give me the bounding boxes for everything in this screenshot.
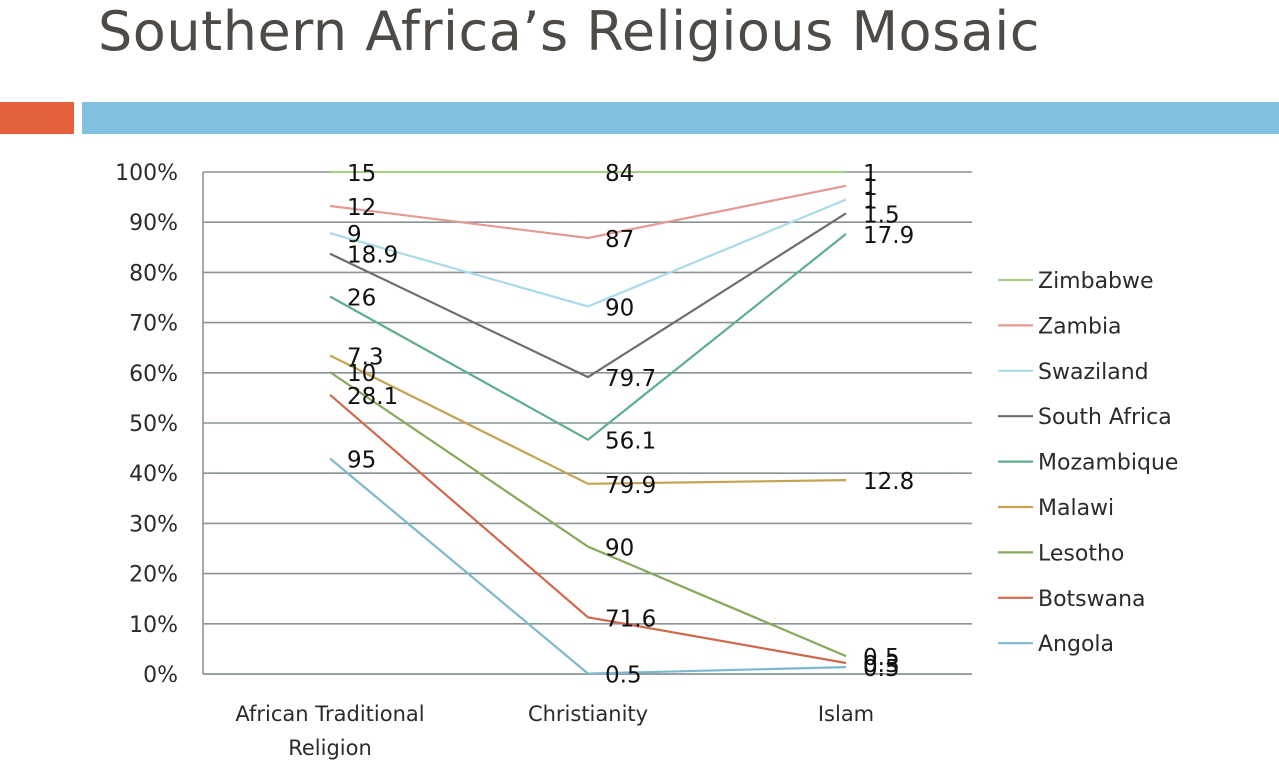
data-label: 1 <box>863 189 878 215</box>
series-line-angola <box>329 457 847 675</box>
data-label: 26 <box>347 286 376 312</box>
x-tick-label: Christianity <box>528 702 648 726</box>
x-tick-label: Islam <box>818 702 874 726</box>
accent-bar-orange <box>0 102 74 134</box>
data-label: 90 <box>605 536 634 562</box>
data-label: 9 <box>347 222 362 248</box>
y-tick-label: 100% <box>115 161 178 186</box>
data-label: 90 <box>605 295 634 321</box>
legend-label: Mozambique <box>1038 451 1178 476</box>
legend-label: Lesotho <box>1038 541 1124 566</box>
data-label: 12 <box>347 195 376 221</box>
y-tick-label: 30% <box>129 512 178 537</box>
data-label: 15 <box>347 161 376 187</box>
accent-bar-blue <box>82 102 1279 134</box>
data-label: 0.5 <box>605 663 642 689</box>
legend-label: Zimbabwe <box>1038 269 1154 294</box>
legend: Zimbabwe Zambia Swaziland South Africa Mozam… <box>998 269 1178 657</box>
y-tick-label: 10% <box>129 613 178 638</box>
series-line-mozambique <box>329 233 847 442</box>
series-line-malawi <box>329 354 847 485</box>
y-tick-label: 40% <box>129 462 178 487</box>
series-line-lesotho <box>329 371 847 658</box>
y-axis: 0% 10% 20% 30% 40% 50% 60% 70% 80% 90% 100% <box>115 161 204 688</box>
data-label: 18.9 <box>347 243 398 269</box>
data-label: 1 <box>863 161 878 187</box>
legend-label: South Africa <box>1038 405 1172 430</box>
data-label: 28.1 <box>347 384 398 410</box>
data-label: 84 <box>605 161 634 187</box>
data-label: 1.5 <box>863 202 900 228</box>
data-label: 71.6 <box>605 606 656 632</box>
legend-label: Swaziland <box>1038 360 1149 385</box>
y-tick-label: 90% <box>129 211 178 236</box>
data-label: 1 <box>863 175 878 201</box>
series-line-botswana <box>329 393 847 665</box>
data-label: 87 <box>605 227 634 253</box>
data-label: 12.8 <box>863 469 914 495</box>
x-axis: African Traditional Religion Christianity I… <box>203 673 972 760</box>
legend-label: Botswana <box>1038 587 1146 612</box>
data-label: 56.1 <box>605 429 656 455</box>
data-label: 10 <box>347 361 376 387</box>
y-tick-label: 60% <box>129 362 178 387</box>
y-tick-label: 80% <box>129 261 178 286</box>
data-label: 79.9 <box>605 473 656 499</box>
y-tick-label: 20% <box>129 563 178 588</box>
y-tick-label: 50% <box>129 412 178 437</box>
y-tick-label: 70% <box>129 312 178 337</box>
data-label: 7.3 <box>347 345 384 371</box>
slide-title: Southern Africa’s Religious Mosaic <box>98 0 1040 63</box>
gridlines <box>203 171 972 675</box>
data-label: 0.5 <box>863 645 900 671</box>
legend-label: Malawi <box>1038 496 1114 521</box>
data-label: 17.9 <box>863 223 914 249</box>
data-label: 0.3 <box>863 652 900 678</box>
data-label: 79.7 <box>605 366 656 392</box>
y-tick-label: 0% <box>143 663 178 688</box>
series-line-swaziland <box>329 198 847 308</box>
legend-label: Zambia <box>1038 314 1122 339</box>
x-tick-label: African Traditional Religion <box>235 702 424 760</box>
data-label: 95 <box>347 448 376 474</box>
data-label: 0.5 <box>863 656 900 682</box>
legend-label: Angola <box>1038 632 1114 657</box>
series-line-zambia <box>329 184 847 240</box>
series-line-south-africa <box>329 212 847 379</box>
series-lines <box>329 170 847 675</box>
